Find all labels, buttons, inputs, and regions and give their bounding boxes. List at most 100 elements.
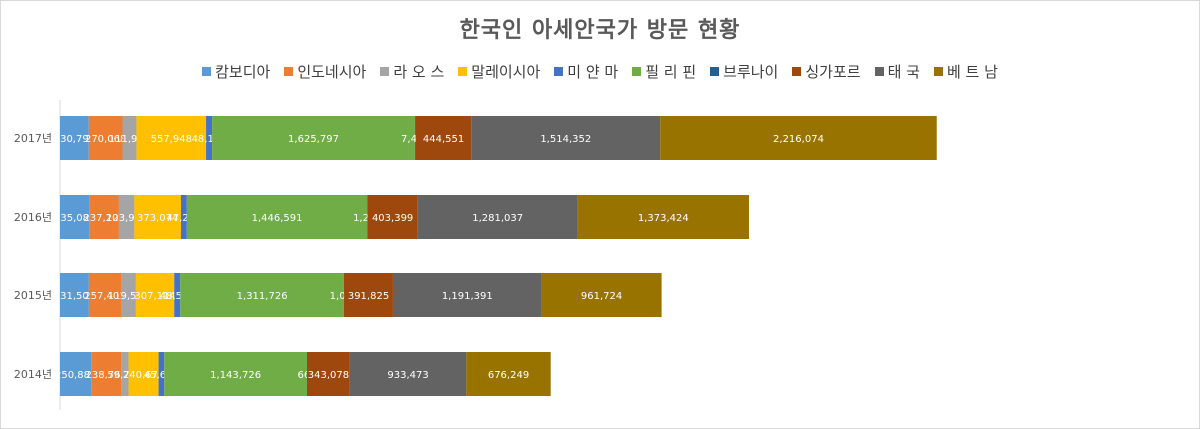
- bar-segment: [414, 116, 416, 160]
- bar-segment: [174, 273, 181, 317]
- data-label: 1,143,726: [210, 370, 261, 381]
- legend-swatch: [380, 67, 390, 76]
- data-label: 45,658: [144, 370, 179, 381]
- data-label: 231,506: [54, 291, 95, 302]
- bar-segment: [577, 195, 749, 239]
- y-tick-label: 2016년: [14, 211, 52, 224]
- bar-segment: [541, 273, 662, 317]
- data-label: 1,191,391: [442, 291, 493, 302]
- data-label: 235,082: [54, 213, 95, 224]
- legend-item-indonesia: 인도네시아: [284, 61, 366, 82]
- chart-legend: 캄보디아 인도네시아 라 오 스 말레이시아 미 얀 마 필 리 핀 브루나이 …: [0, 61, 1200, 82]
- bar-segment: [417, 195, 578, 239]
- legend-item-brunei: 브루나이: [710, 61, 778, 82]
- data-label: 403,399: [372, 213, 413, 224]
- legend-swatch: [710, 67, 720, 76]
- bar-segment: [135, 273, 175, 317]
- data-label: 111,923: [109, 134, 150, 145]
- legend-label: 태 국: [887, 63, 920, 81]
- data-label: 59,733: [107, 370, 142, 381]
- bar-segment: [121, 352, 129, 396]
- bar-segment: [186, 195, 368, 239]
- bar-segment: [392, 273, 542, 317]
- data-label: 933,473: [387, 370, 428, 381]
- data-label: 961,724: [581, 291, 622, 302]
- data-label: 119,501: [108, 291, 149, 302]
- legend-item-cambodia: 캄보디아: [202, 61, 270, 82]
- legend-item-thailand: 태 국: [874, 61, 920, 82]
- legend-label: 브루나이: [723, 63, 779, 81]
- bar-segment: [136, 116, 207, 160]
- data-label: 444,551: [423, 134, 464, 145]
- legend-label: 베 트 남: [946, 63, 998, 81]
- legend-item-philippines: 필 리 핀: [632, 61, 696, 82]
- legend-item-myanmar: 미 얀 마: [554, 61, 618, 82]
- legend-swatch: [792, 67, 802, 76]
- bar-segment: [367, 195, 418, 239]
- legend-label: 캄보디아: [215, 63, 271, 81]
- y-tick-label: 2015년: [14, 289, 52, 302]
- legend-swatch: [458, 67, 468, 76]
- data-label: 1,373,424: [638, 213, 689, 224]
- legend-label: 말레이시아: [471, 63, 541, 81]
- bar-segment: [471, 116, 661, 160]
- data-label: 1,018: [330, 291, 359, 302]
- bar-segment: [88, 273, 121, 317]
- data-label: 557,948: [151, 134, 192, 145]
- y-tick-label: 2014년: [14, 368, 52, 381]
- data-label: 47,202: [166, 213, 201, 224]
- data-label: 250,883: [55, 370, 96, 381]
- bar-segment: [128, 352, 159, 396]
- legend-item-vietnam: 베 트 남: [933, 61, 998, 82]
- data-label: 1,229: [353, 213, 382, 224]
- data-label: 230,798: [54, 134, 95, 145]
- bar-segment: [134, 195, 181, 239]
- data-label: 1,625,797: [288, 134, 339, 145]
- bar-segment: [206, 116, 213, 160]
- legend-swatch: [554, 67, 564, 76]
- legend-swatch: [874, 67, 884, 76]
- data-label: 667: [297, 370, 316, 381]
- legend-label: 라 오 스: [393, 63, 445, 81]
- data-label: 238,769: [86, 370, 127, 381]
- legend-label: 미 얀 마: [567, 63, 619, 81]
- bar-segment: [122, 116, 137, 160]
- bar-segment: [121, 273, 136, 317]
- legend-swatch: [933, 67, 943, 76]
- bar-segment: [307, 352, 350, 396]
- data-label: 48,523: [160, 291, 195, 302]
- bar-segment: [91, 352, 122, 396]
- data-label: 307,114: [134, 291, 175, 302]
- bar-segment: [89, 195, 119, 239]
- legend-swatch: [202, 67, 212, 76]
- bar-segment: [60, 116, 89, 160]
- data-label: 391,825: [348, 291, 389, 302]
- legend-label: 필 리 핀: [645, 63, 697, 81]
- bar-segment: [212, 116, 415, 160]
- data-label: 123,963: [106, 213, 147, 224]
- data-label: 676,249: [488, 370, 529, 381]
- data-label: 1,514,352: [540, 134, 591, 145]
- bar-segment: [118, 195, 135, 239]
- data-label: 48,145: [192, 134, 227, 145]
- data-label: 270,068: [85, 134, 126, 145]
- legend-label: 싱가포르: [805, 63, 861, 81]
- bar-segment: [88, 116, 123, 160]
- data-label: 237,203: [83, 213, 124, 224]
- bar-segment: [60, 195, 90, 239]
- legend-swatch: [632, 67, 642, 76]
- bar-segment: [164, 352, 307, 396]
- bar-segment: [180, 195, 187, 239]
- bar-segment: [344, 273, 393, 317]
- bar-segment: [466, 352, 551, 396]
- bar-segment: [158, 352, 165, 396]
- data-label: 240,675: [123, 370, 164, 381]
- bar-segment: [60, 352, 92, 396]
- data-label: 1,311,726: [237, 291, 288, 302]
- bar-segment: [349, 352, 467, 396]
- data-label: 343,078: [308, 370, 349, 381]
- data-label: 1,446,591: [252, 213, 303, 224]
- chart-title: 한국인 아세안국가 방문 현황: [459, 18, 741, 43]
- legend-label: 인도네시아: [297, 63, 367, 81]
- legend-item-singapore: 싱가포르: [792, 61, 861, 82]
